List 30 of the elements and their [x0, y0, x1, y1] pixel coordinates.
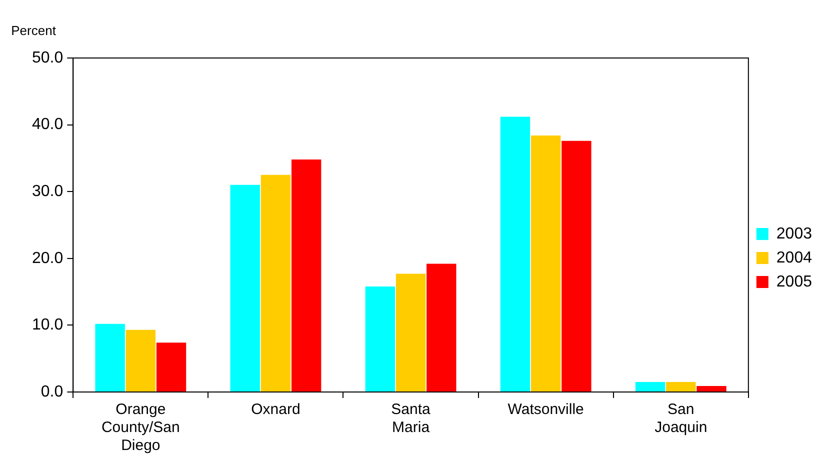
legend-label: 2004 — [776, 249, 812, 266]
legend-label: 2005 — [776, 273, 812, 290]
y-tick-label: 30.0 — [32, 183, 64, 200]
bar — [260, 174, 291, 392]
bar — [126, 330, 156, 392]
y-tick-label: 20.0 — [32, 250, 64, 267]
bar — [666, 382, 696, 392]
x-tick-label: San Joaquin — [654, 401, 708, 436]
x-tick-label: Orange County/San Diego — [101, 401, 180, 454]
bar — [562, 140, 592, 392]
legend-label: 2003 — [776, 225, 812, 242]
y-tick-label: 40.0 — [32, 116, 64, 134]
bar — [365, 286, 396, 392]
bar — [696, 386, 726, 392]
bar — [396, 274, 426, 392]
bar — [95, 324, 125, 392]
y-tick-label: 50.0 — [32, 49, 64, 66]
bar — [230, 184, 260, 392]
y-tick-label: 10.0 — [32, 316, 64, 334]
bar — [156, 342, 186, 392]
bar — [635, 382, 666, 392]
x-tick-label: Oxnard — [251, 401, 300, 418]
x-tick-label: Watsonville — [508, 401, 584, 418]
y-tick-label: 0.0 — [40, 383, 64, 400]
bar — [291, 160, 322, 392]
bar — [500, 116, 530, 392]
bar — [530, 135, 561, 392]
y-axis-title: Percent — [11, 23, 56, 38]
bar — [426, 264, 456, 392]
x-tick-label: Santa Maria — [391, 401, 432, 436]
